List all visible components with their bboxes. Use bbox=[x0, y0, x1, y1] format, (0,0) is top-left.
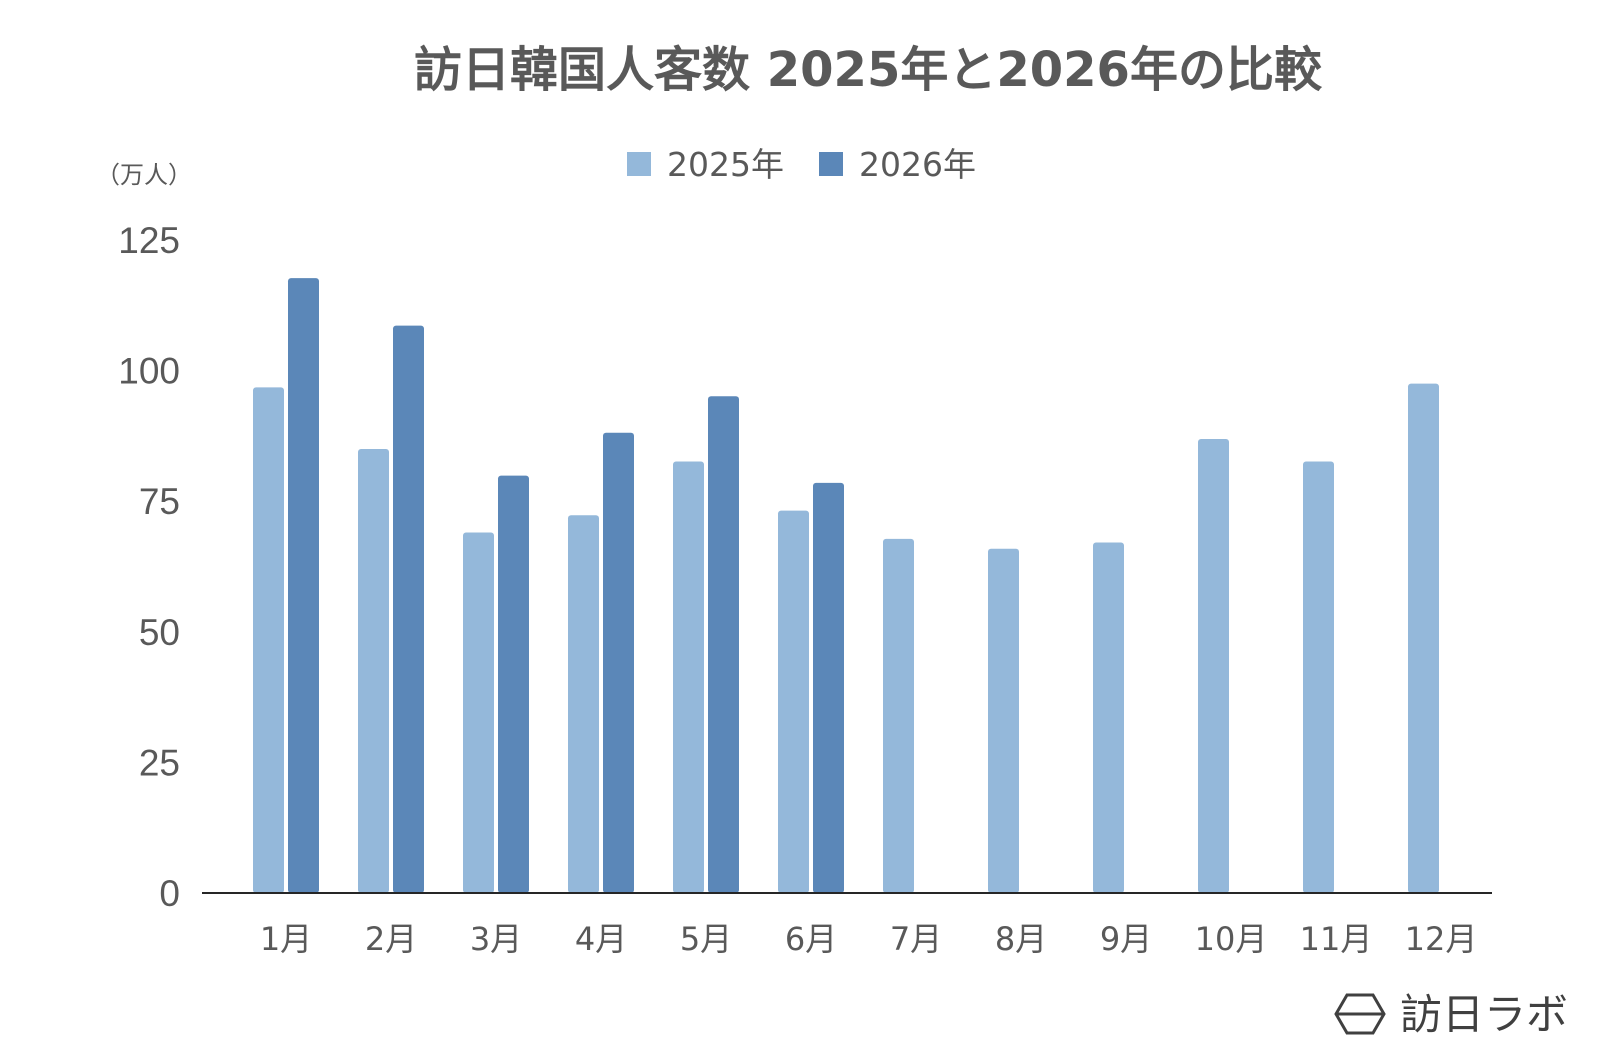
x-tick-label-8: 9月 bbox=[1100, 920, 1152, 958]
legend-label-2026: 2026年 bbox=[859, 145, 976, 184]
y-tick-label-1: 25 bbox=[139, 742, 180, 783]
x-tick-label-0: 1月 bbox=[260, 920, 312, 958]
x-axis-labels: 1月 2月 3月 4月 5月 6月 7月 8月 9月 10月 11月 12月 bbox=[260, 920, 1478, 958]
x-tick-label-9: 10月 bbox=[1195, 920, 1268, 958]
bar-2026年-1月 bbox=[288, 278, 319, 893]
x-tick-label-2: 3月 bbox=[470, 920, 522, 958]
y-axis-unit-label: （万人） bbox=[96, 161, 192, 189]
bar-2025年-9月 bbox=[1093, 542, 1124, 893]
brand-logo: 訪日ラボ bbox=[1334, 990, 1568, 1039]
brand-name: 訪日ラボ bbox=[1400, 990, 1568, 1039]
bar-2025年-4月 bbox=[568, 515, 599, 893]
bar-2025年-2月 bbox=[358, 448, 389, 893]
bar-2025年-11月 bbox=[1303, 461, 1334, 893]
bar-2025年-6月 bbox=[778, 510, 809, 893]
x-tick-label-10: 11月 bbox=[1300, 920, 1373, 958]
bar-2025年-3月 bbox=[463, 532, 494, 893]
y-tick-label-0: 0 bbox=[159, 873, 180, 914]
hexagon-icon bbox=[1334, 993, 1386, 1035]
bar-2025年-8月 bbox=[988, 548, 1019, 893]
legend-swatch-2026 bbox=[819, 152, 843, 176]
legend-label-2025: 2025年 bbox=[667, 145, 784, 184]
x-tick-label-1: 2月 bbox=[365, 920, 417, 958]
bar-2025年-10月 bbox=[1198, 439, 1229, 893]
y-tick-label-3: 75 bbox=[139, 481, 180, 522]
bar-2025年-5月 bbox=[673, 461, 704, 893]
bars bbox=[253, 278, 1439, 894]
x-tick-label-3: 4月 bbox=[575, 920, 627, 958]
x-tick-label-5: 6月 bbox=[785, 920, 837, 958]
bar-2026年-4月 bbox=[603, 432, 634, 893]
y-tick-label-5: 125 bbox=[118, 220, 180, 261]
bar-2026年-3月 bbox=[498, 475, 529, 893]
legend-swatch-2025 bbox=[627, 152, 651, 176]
bar-2026年-2月 bbox=[393, 325, 424, 894]
x-tick-label-6: 7月 bbox=[890, 920, 942, 958]
y-tick-label-2: 50 bbox=[139, 612, 180, 653]
chart-title: 訪日韓国人客数 2025年と2026年の比較 bbox=[414, 42, 1323, 98]
x-tick-label-7: 8月 bbox=[995, 920, 1047, 958]
bar-2025年-1月 bbox=[253, 387, 284, 893]
bar-2026年-5月 bbox=[708, 396, 739, 893]
x-tick-label-4: 5月 bbox=[680, 920, 732, 958]
y-axis-ticks: 0 25 50 75 100 125 bbox=[118, 220, 180, 914]
legend: 2025年 2026年 bbox=[627, 145, 976, 184]
bar-2026年-6月 bbox=[813, 482, 844, 893]
y-tick-label-4: 100 bbox=[118, 351, 180, 392]
bar-2025年-7月 bbox=[883, 538, 914, 893]
bar-2025年-12月 bbox=[1408, 383, 1439, 893]
x-tick-label-11: 12月 bbox=[1405, 920, 1478, 958]
